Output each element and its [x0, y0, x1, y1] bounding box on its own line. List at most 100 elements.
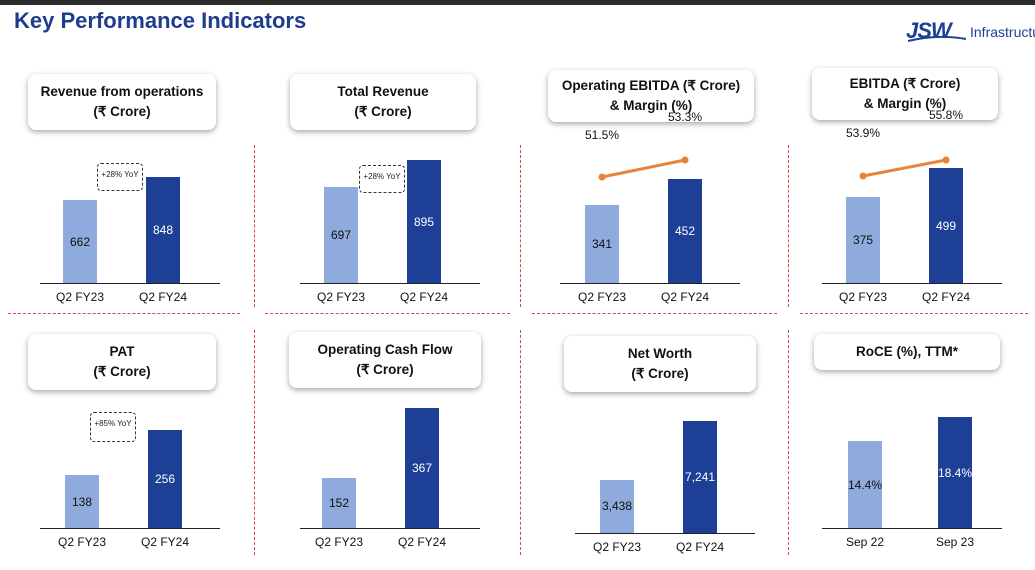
chart-title-box: Operating EBITDA (₹ Crore) & Margin (%) — [548, 70, 754, 122]
separator-horizontal — [8, 313, 240, 314]
bar-value-label: 895 — [413, 214, 435, 229]
bar-curr — [405, 408, 439, 528]
x-tick-label: Q2 FY23 — [838, 290, 888, 304]
chart-title-line: PAT — [109, 344, 135, 359]
margin-label: 51.5% — [584, 128, 620, 142]
bar-prev — [324, 187, 358, 283]
bar-value-label: 14.4% — [847, 477, 883, 492]
chart-title-line: & Margin (%) — [863, 96, 947, 111]
bar-curr — [929, 168, 963, 283]
bar-curr — [683, 421, 717, 533]
bar-value-label: 341 — [591, 236, 613, 251]
yoy-growth-annotation: +28% YoY — [359, 165, 405, 193]
chart-title-line: Operating EBITDA (₹ Crore) — [561, 78, 741, 93]
bar-value-label: 367 — [411, 461, 433, 475]
x-tick-label: Q2 FY23 — [316, 290, 366, 304]
company-logo: JSW Infrastructure — [906, 18, 1035, 46]
top-bar — [0, 0, 1035, 5]
bar-value-label: 18.4% — [937, 465, 973, 480]
chart-title-line: Net Worth — [627, 346, 693, 361]
chart-title-line: (₹ Crore) — [631, 366, 689, 381]
margin-point — [859, 172, 867, 180]
separator-vertical — [254, 145, 255, 307]
bar-value-label: 7,241 — [684, 470, 716, 484]
margin-line — [862, 158, 947, 178]
x-tick-label: Q2 FY24 — [660, 290, 710, 304]
bar-curr — [146, 177, 180, 283]
separator-vertical — [788, 145, 789, 307]
margin-label: 53.3% — [667, 110, 703, 124]
bar-value-label: 499 — [935, 218, 957, 233]
x-tick-label: Q2 FY23 — [314, 535, 364, 549]
x-tick-label: Q2 FY23 — [592, 540, 642, 554]
chart-title-line: (₹ Crore) — [356, 362, 414, 377]
margin-point — [681, 156, 689, 164]
logo-swoosh-icon — [908, 36, 966, 42]
margin-label: 55.8% — [928, 108, 964, 122]
x-tick-label: Q2 FY23 — [57, 535, 107, 549]
x-tick-label: Q2 FY24 — [140, 535, 190, 549]
chart-title-line: Operating Cash Flow — [317, 342, 453, 357]
yoy-growth-annotation: +85% YoY — [90, 412, 136, 442]
separator-horizontal — [265, 313, 510, 314]
chart-title-box: Total Revenue (₹ Crore) — [290, 74, 476, 130]
x-tick-label: Q2 FY23 — [577, 290, 627, 304]
separator-vertical — [788, 330, 789, 555]
x-axis-line — [822, 528, 1002, 529]
bar-prev — [65, 475, 99, 528]
x-tick-label: Q2 FY24 — [399, 290, 449, 304]
bar-prev — [848, 441, 882, 528]
x-axis-line — [40, 528, 220, 529]
bar-value-label: 256 — [154, 472, 176, 486]
bar-value-label: 152 — [328, 496, 350, 511]
x-tick-label: Sep 23 — [935, 535, 975, 549]
separator-vertical — [254, 330, 255, 555]
chart-title-line: (₹ Crore) — [354, 104, 412, 119]
x-axis-line — [300, 528, 480, 529]
bar-value-label: 848 — [152, 223, 174, 237]
x-tick-label: Q2 FY23 — [55, 290, 105, 304]
chart-title-box: EBITDA (₹ Crore) & Margin (%) — [812, 68, 998, 120]
x-tick-label: Q2 FY24 — [397, 535, 447, 549]
page-title: Key Performance Indicators — [14, 8, 307, 33]
chart-title-line: Total Revenue — [337, 84, 429, 99]
x-tick-label: Sep 22 — [845, 535, 885, 549]
chart-title-line: RoCE (%), TTM* — [856, 344, 958, 359]
bar-value-label: 697 — [330, 228, 352, 243]
margin-line — [601, 158, 686, 179]
bar-curr — [938, 417, 972, 528]
x-axis-line — [300, 283, 480, 284]
chart-title-box: PAT (₹ Crore) — [28, 334, 216, 390]
chart-title-box: Operating Cash Flow (₹ Crore) — [289, 332, 481, 388]
yoy-growth-annotation: +28% YoY — [97, 163, 143, 191]
logo-text: Infrastructure — [970, 24, 1035, 40]
chart-title-line: & Margin (%) — [609, 98, 693, 113]
separator-horizontal — [800, 313, 1028, 314]
x-tick-label: Q2 FY24 — [138, 290, 188, 304]
separator-horizontal — [532, 313, 777, 314]
bar-value-label: 3,438 — [601, 499, 633, 514]
chart-title-line: (₹ Crore) — [93, 104, 151, 119]
chart-title-box: Revenue from operations (₹ Crore) — [28, 74, 216, 130]
bar-value-label: 138 — [71, 494, 93, 509]
bar-value-label: 452 — [674, 224, 696, 238]
x-axis-line — [822, 283, 1002, 284]
chart-title-box: Net Worth (₹ Crore) — [564, 336, 756, 392]
chart-title-line: (₹ Crore) — [93, 364, 151, 379]
x-tick-label: Q2 FY24 — [921, 290, 971, 304]
margin-label: 53.9% — [845, 126, 881, 140]
bar-prev — [63, 200, 97, 283]
bar-prev — [600, 479, 634, 533]
x-axis-line — [575, 533, 755, 534]
bar-prev — [585, 204, 619, 283]
margin-point — [942, 156, 950, 164]
margin-point — [598, 173, 606, 181]
x-axis-line — [560, 283, 740, 284]
chart-title-line: EBITDA (₹ Crore) — [849, 76, 961, 91]
bar-curr — [148, 430, 182, 528]
separator-vertical — [520, 330, 521, 555]
chart-title-box: RoCE (%), TTM* — [814, 334, 1000, 370]
x-axis-line — [40, 283, 220, 284]
